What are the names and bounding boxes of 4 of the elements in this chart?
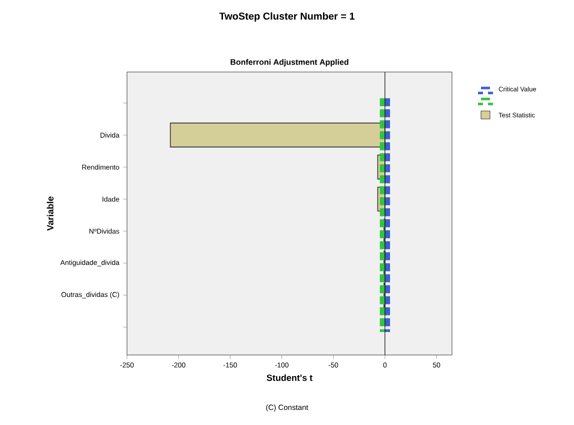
y-axis-title: Variable xyxy=(46,196,54,231)
chart-title: TwoStep Cluster Number = 1 xyxy=(219,12,355,22)
chart-subtitle: Bonferroni Adjustment Applied xyxy=(230,59,348,66)
x-axis-title: Student's t xyxy=(266,374,312,381)
